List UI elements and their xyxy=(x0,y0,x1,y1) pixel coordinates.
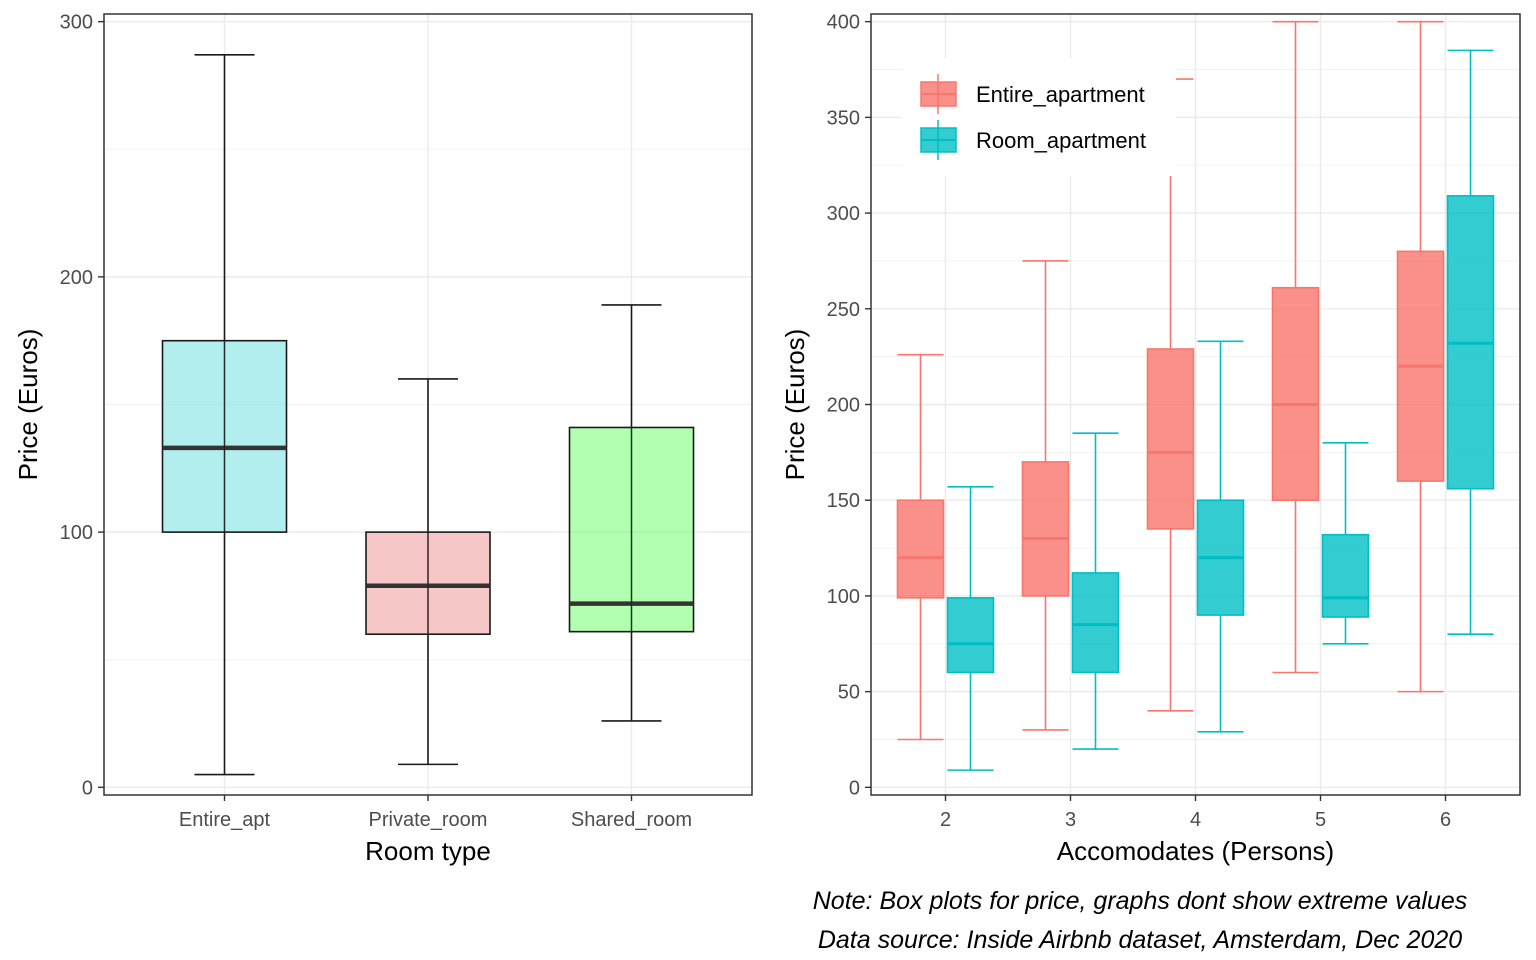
chart-panel-1: 0 100 200 300 Entire_apt Private_room Shared_r… xyxy=(13,12,753,866)
x-tick-label: 3 xyxy=(1065,809,1076,831)
box-iqr xyxy=(946,597,995,674)
x-tick-label: Private_room xyxy=(369,809,488,831)
x-tick-label: 4 xyxy=(1190,809,1201,831)
y-tick-label: 50 xyxy=(838,682,860,704)
x-tick-label: 5 xyxy=(1315,809,1326,831)
legend: Entire_apartment Room_apartment xyxy=(902,58,1176,176)
chart-panel-2: 0 50 100 150 200 250 300 350 400 2 3 4 5 6 Accomodates… xyxy=(780,12,1521,866)
legend-background xyxy=(902,58,1176,176)
y-tick-label: 0 xyxy=(849,777,860,799)
x-tick-label: 2 xyxy=(940,809,951,831)
y-tick-label: 100 xyxy=(827,586,860,608)
y-tick-label: 100 xyxy=(60,522,93,544)
box-3 xyxy=(1021,260,1070,731)
box-5 xyxy=(1321,441,1370,645)
y-tick-label: 150 xyxy=(827,490,860,512)
y-tick-label: 300 xyxy=(827,203,860,225)
y-tick-label: 200 xyxy=(60,267,93,289)
legend-label: Entire_apartment xyxy=(976,82,1145,107)
legend-label: Room_apartment xyxy=(976,128,1146,153)
y-tick-label: 300 xyxy=(60,12,93,34)
chart-note-caption: Note: Box plots for price, graphs dont s… xyxy=(812,887,1468,915)
box-iqr xyxy=(1271,286,1320,502)
box-4 xyxy=(1196,340,1245,733)
y-tick-label: 200 xyxy=(827,395,860,417)
box-6 xyxy=(1446,49,1495,636)
x-tick-label: Entire_apt xyxy=(179,809,271,831)
box-3 xyxy=(1071,432,1120,750)
box-5 xyxy=(1271,20,1320,674)
box-2 xyxy=(896,353,945,741)
x-tick-label: 6 xyxy=(1440,809,1451,831)
box-2 xyxy=(946,486,995,771)
y-axis-title: Price (Euros) xyxy=(780,329,810,481)
data-source-caption: Data source: Inside Airbnb dataset, Amst… xyxy=(817,926,1463,954)
y-tick-label: 250 xyxy=(827,299,860,321)
y-tick-label: 350 xyxy=(827,107,860,129)
x-tick-label: Shared_room xyxy=(571,809,692,831)
box-iqr xyxy=(896,499,945,599)
x-axis-title: Room type xyxy=(365,836,491,866)
box-iqr xyxy=(1146,348,1195,530)
box-iqr xyxy=(1071,572,1120,674)
box-6 xyxy=(1396,20,1445,693)
box-iqr xyxy=(1321,533,1370,618)
x-axis-title: Accomodates (Persons) xyxy=(1057,836,1334,866)
y-tick-label: 0 xyxy=(82,777,93,799)
box-iqr xyxy=(1021,461,1070,597)
y-tick-label: 400 xyxy=(827,12,860,34)
y-axis-title: Price (Euros) xyxy=(13,329,43,481)
box-4 xyxy=(1146,78,1195,712)
